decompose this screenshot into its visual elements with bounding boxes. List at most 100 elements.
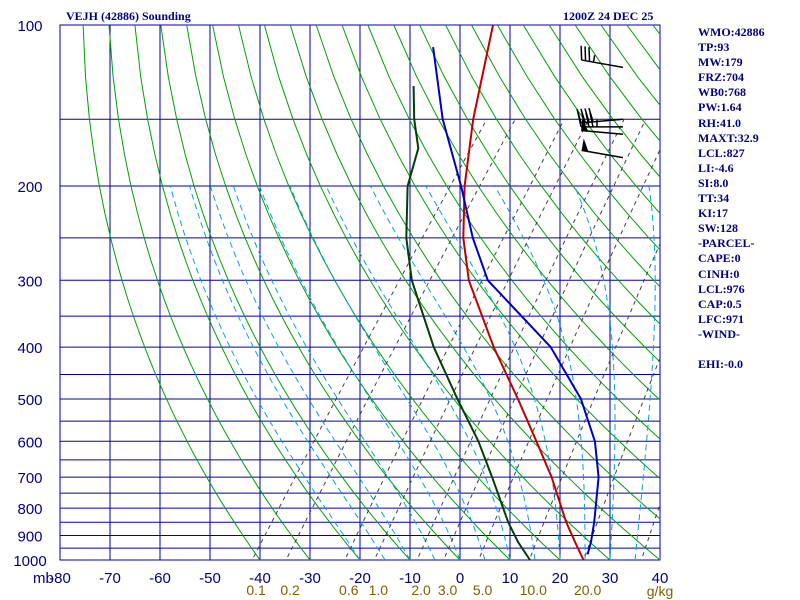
wind-barb-feather bbox=[585, 112, 590, 127]
mixing-ratio-label: 10.0 bbox=[520, 582, 547, 598]
wind-barb-shaft bbox=[581, 59, 624, 69]
sounding-index: TT:34 bbox=[698, 191, 730, 206]
dewpoint-line bbox=[405, 85, 531, 560]
sounding-index: PW:1.64 bbox=[698, 100, 742, 115]
x-tick-label: -80 bbox=[49, 570, 71, 587]
moist-adiabats bbox=[169, 185, 660, 560]
dry-adiabat-line bbox=[393, 25, 660, 401]
y-tick-label: 700 bbox=[17, 470, 42, 487]
mixing-ratio-label: 0.1 bbox=[246, 582, 266, 598]
y-tick-label: 900 bbox=[17, 529, 42, 546]
sounding-index: CAPE:0 bbox=[698, 251, 741, 266]
moist-adiabat-line bbox=[574, 185, 616, 560]
moist-adiabat-line bbox=[209, 185, 411, 560]
mixing-ratio-label: 2.0 bbox=[411, 582, 431, 598]
wind-barb-flag bbox=[581, 118, 589, 132]
x-tick-label: 10 bbox=[502, 570, 519, 587]
mixing-ratio-line bbox=[583, 356, 660, 560]
mixing-ratio-line bbox=[344, 118, 565, 560]
x-tick-label: -40 bbox=[249, 570, 271, 587]
mixing-ratio-label: 3.0 bbox=[438, 582, 458, 598]
sounding-index: SI:8.0 bbox=[698, 175, 729, 190]
dry-adiabat-line bbox=[186, 25, 461, 560]
wind-barb-flag bbox=[581, 138, 589, 152]
mixing-ratio-label: 0.6 bbox=[339, 582, 359, 598]
sounding-index: TP:93 bbox=[698, 40, 730, 55]
moist-adiabat-line bbox=[370, 185, 536, 560]
profile-lines bbox=[405, 25, 600, 560]
mixing-ratio-lines bbox=[251, 118, 660, 560]
y-axis-title: mb bbox=[33, 570, 54, 587]
dry-adiabat-line bbox=[134, 25, 361, 560]
y-tick-label: 800 bbox=[17, 501, 42, 518]
dry-adiabat-line bbox=[108, 25, 311, 560]
sounding-index: LCL:827 bbox=[698, 145, 745, 160]
x-tick-label: -20 bbox=[349, 570, 371, 587]
dry-adiabat-line bbox=[341, 25, 660, 480]
chart-time: 1200Z 24 DEC 25 bbox=[563, 9, 654, 23]
dry-adiabat-line bbox=[419, 25, 660, 363]
x-tick-label: -10 bbox=[399, 570, 421, 587]
sounding-index: RH:41.0 bbox=[698, 115, 741, 130]
x-tick-label: 0 bbox=[456, 570, 464, 587]
indices-panel: WMO:42886 TP:93 MW:179 FRZ:704 WB0:768 PW:1.6… bbox=[698, 25, 800, 372]
wind-barb bbox=[581, 138, 624, 159]
sounding-index: WB0:768 bbox=[698, 85, 746, 100]
dry-adiabat-line bbox=[238, 25, 561, 560]
mixing-ratio-line bbox=[251, 118, 488, 560]
x-tick-label: -60 bbox=[149, 570, 171, 587]
sounding-index: CINH:0 bbox=[698, 266, 740, 281]
x-tick-label: -50 bbox=[199, 570, 221, 587]
moist-adiabat-line bbox=[425, 185, 561, 560]
mixing-ratio-label: 0.2 bbox=[280, 582, 300, 598]
sounding-index: CAP:0.5 bbox=[698, 296, 742, 311]
mixing-ratio-line bbox=[285, 118, 516, 560]
dry-adiabat-line bbox=[496, 25, 660, 251]
x-tick-label: 40 bbox=[652, 570, 669, 587]
sounding-index: -PARCEL- bbox=[698, 236, 755, 251]
dry-adiabat-line bbox=[212, 25, 511, 560]
wind-barb-feather bbox=[580, 45, 583, 61]
sounding-index bbox=[698, 342, 800, 357]
sounding-index: FRZ:704 bbox=[698, 70, 744, 85]
temperature-line bbox=[462, 25, 585, 560]
dry-adiabat-line bbox=[289, 25, 660, 560]
y-tick-label: 200 bbox=[17, 179, 42, 196]
mixing-ratio-line bbox=[528, 242, 660, 560]
moist-adiabat-line bbox=[189, 185, 386, 560]
moist-adiabat-line bbox=[325, 185, 511, 560]
dry-adiabat-line bbox=[471, 25, 660, 288]
sounding-index: MAXT:32.9 bbox=[698, 130, 759, 145]
wind-barb-feather bbox=[588, 47, 591, 62]
moist-adiabat-line bbox=[289, 185, 486, 560]
wind-barb-feather bbox=[577, 112, 582, 127]
sounding-index: EHI:-0.0 bbox=[698, 357, 743, 372]
wind-barb bbox=[581, 118, 624, 135]
dry-adiabat-line bbox=[82, 25, 261, 560]
wind-barb-feather bbox=[589, 112, 594, 127]
y-tick-label: 600 bbox=[17, 434, 42, 451]
sounding-index: LCL:976 bbox=[698, 281, 745, 296]
wind-barb-half-feather bbox=[592, 55, 596, 63]
sounding-index: WMO:42886 bbox=[698, 25, 765, 39]
mixing-ratio-unit: g/kg bbox=[647, 583, 673, 599]
wind-barb-shaft bbox=[581, 129, 624, 135]
moist-adiabat-line bbox=[634, 186, 656, 560]
wind-barb bbox=[580, 45, 624, 69]
wind-barbs bbox=[576, 45, 624, 159]
sounding-index: SW:128 bbox=[698, 221, 739, 236]
isotherm-grid bbox=[59, 25, 661, 560]
wind-barb-feather bbox=[584, 46, 587, 61]
x-tick-label: 20 bbox=[552, 570, 569, 587]
y-tick-label: 100 bbox=[17, 18, 42, 35]
dry-adiabat-line bbox=[445, 25, 660, 325]
sounding-index: LFC:971 bbox=[698, 311, 744, 326]
y-tick-label: 400 bbox=[17, 340, 42, 357]
dry-adiabat-line bbox=[367, 25, 660, 440]
mixing-ratio-line bbox=[373, 118, 590, 560]
x-tick-label: 30 bbox=[602, 570, 619, 587]
mixing-ratio-label: 1.0 bbox=[369, 582, 389, 598]
y-tick-label: 300 bbox=[17, 273, 42, 290]
